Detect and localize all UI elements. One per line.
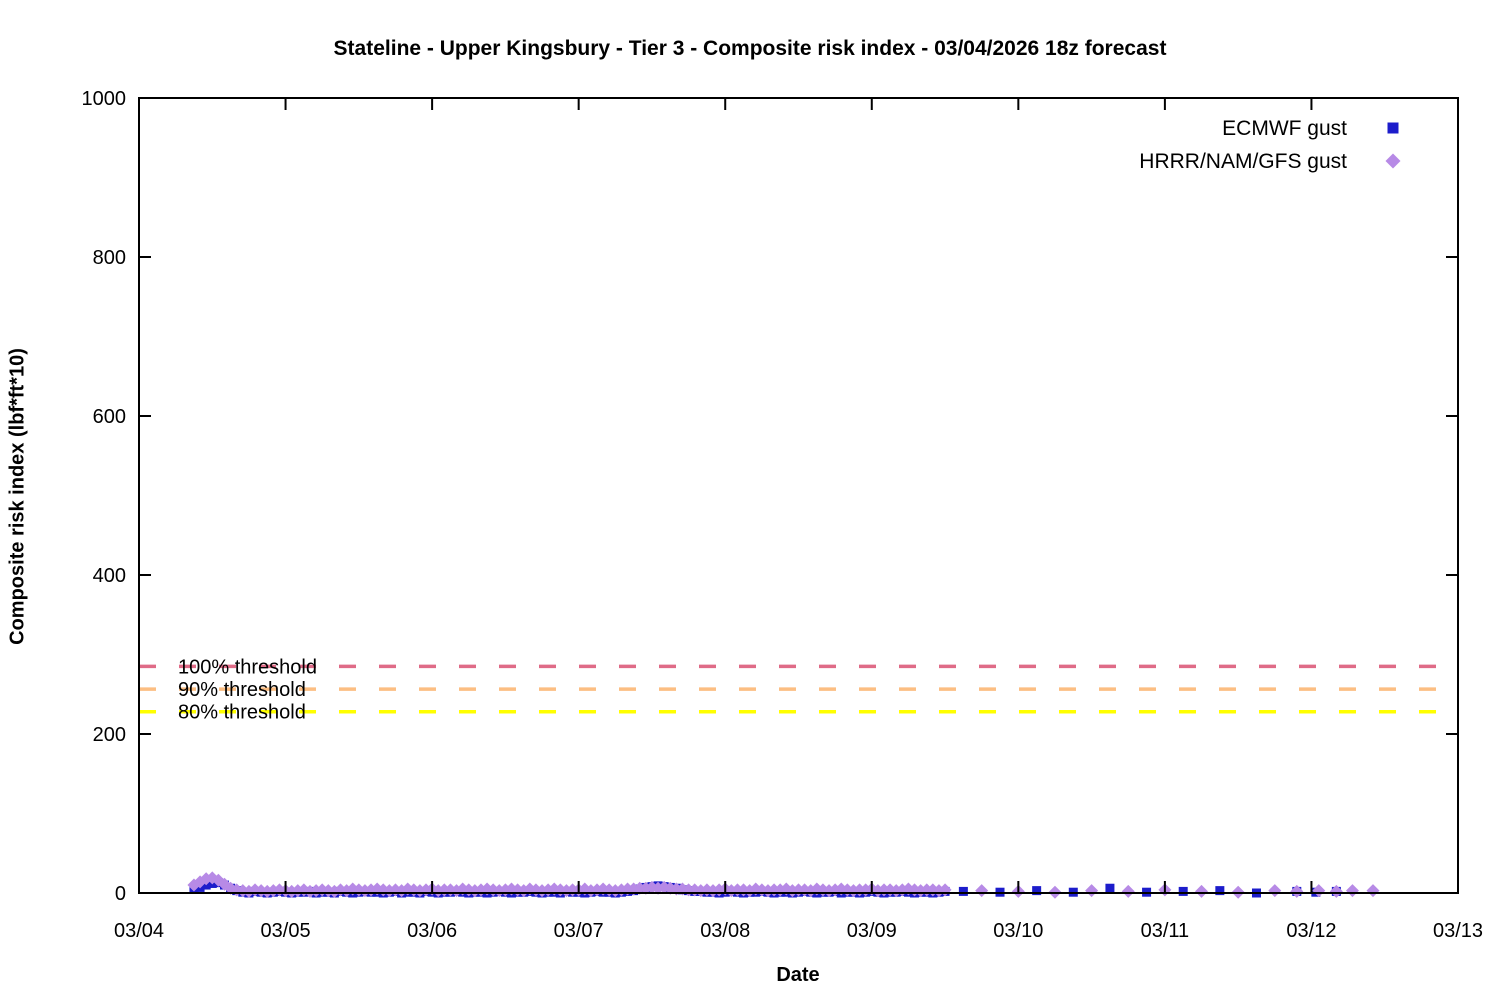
x-tick-label: 03/11 <box>1141 920 1190 942</box>
y-tick-label: 800 <box>93 247 126 269</box>
legend-marker-ecmwf-gust <box>1387 122 1399 134</box>
plot-border <box>138 97 1459 894</box>
legend-marker-hrrr-nam-gfs-gust <box>1385 153 1401 169</box>
x-tick-label: 03/04 <box>114 920 164 942</box>
x-axis-label: Date <box>776 964 820 986</box>
y-tick-label: 0 <box>115 883 126 905</box>
y-tick-label: 400 <box>93 565 126 587</box>
x-tick-label: 03/10 <box>993 920 1043 942</box>
y-tick-label: 200 <box>93 724 126 746</box>
threshold-label-100: 100% threshold <box>178 656 317 678</box>
legend-label-ecmwf-gust: ECMWF gust <box>1222 117 1347 140</box>
x-tick-label: 03/12 <box>1286 920 1336 942</box>
x-tick-label: 03/08 <box>700 920 750 942</box>
y-tick-label: 600 <box>93 406 126 428</box>
chart-title: Stateline - Upper Kingsbury - Tier 3 - C… <box>333 37 1167 60</box>
x-tick-label: 03/07 <box>554 920 604 942</box>
x-tick-label: 03/09 <box>847 920 897 942</box>
x-tick-label: 03/05 <box>261 920 311 942</box>
x-tick-label: 03/13 <box>1433 920 1483 942</box>
legend-label-hrrr-nam-gfs-gust: HRRR/NAM/GFS gust <box>1139 150 1347 173</box>
x-tick-label: 03/06 <box>407 920 457 942</box>
threshold-label-80: 80% threshold <box>178 702 306 724</box>
y-tick-label: 1000 <box>82 88 127 110</box>
threshold-label-90: 90% threshold <box>178 679 306 701</box>
